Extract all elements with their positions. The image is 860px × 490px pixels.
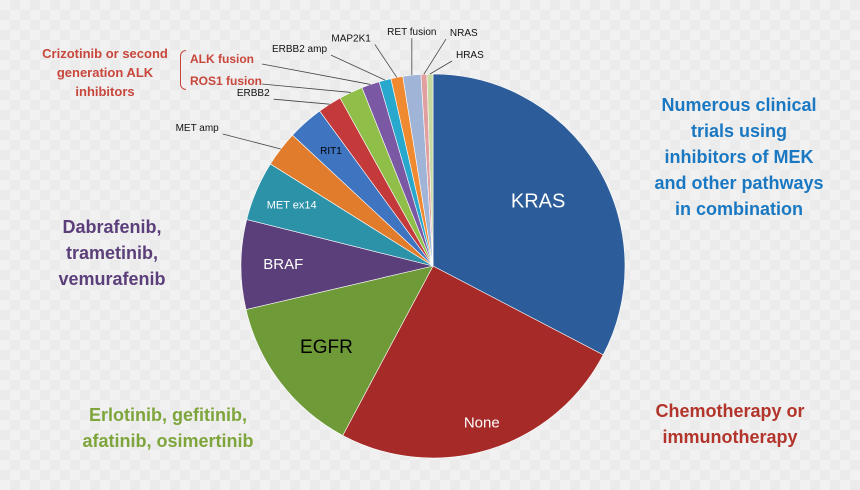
label-erbb2: ERBB2	[237, 88, 270, 99]
label-nras: NRAS	[450, 28, 478, 39]
label-none: None	[464, 415, 500, 432]
egfr-therapy-annotation: Erlotinib, gefitinib, afatinib, osimerti…	[82, 405, 254, 451]
mek-therapy-annotation: Numerous clinical trials using inhibitor…	[654, 95, 824, 219]
ros1-fusion-label: ROS1 fusion	[190, 74, 263, 88]
label-ret-fusion: RET fusion	[387, 27, 436, 38]
slice-kras	[432, 73, 626, 356]
leader-map2k1	[374, 44, 398, 78]
alk-fusion-label: ALK fusion	[190, 52, 254, 66]
chemo-therapy-annotation: Chemotherapy or immunotherapy	[655, 401, 805, 447]
leader-ros1-fusion	[261, 83, 351, 93]
label-met-ex14: MET ex14	[267, 200, 317, 212]
leader-hras	[429, 60, 453, 75]
label-erbb2-amp: ERBB2 amp	[272, 44, 327, 55]
slice-egfr	[245, 265, 434, 436]
label-hras: HRAS	[456, 50, 484, 61]
slice-none	[342, 265, 604, 459]
alk-therapy-annotation: Crizotinib or second generation ALK inhi…	[42, 46, 168, 99]
label-braf: BRAF	[263, 256, 303, 273]
leader-erbb2	[273, 98, 330, 105]
leader-erbb2-amp	[330, 54, 386, 81]
label-kras: KRAS	[511, 191, 565, 213]
leader-nras	[423, 39, 447, 75]
label-map2k1: MAP2K1	[331, 33, 371, 44]
label-met-amp: MET amp	[176, 123, 220, 134]
label-egfr: EGFR	[300, 337, 353, 358]
braf-therapy-annotation: Dabrafenib, trametinib, vemurafenib	[58, 217, 166, 289]
leader-alk-fusion	[261, 63, 371, 85]
label-rit1: RIT1	[320, 146, 342, 157]
leader-met-amp	[222, 133, 281, 150]
alk-bracket	[180, 50, 186, 90]
